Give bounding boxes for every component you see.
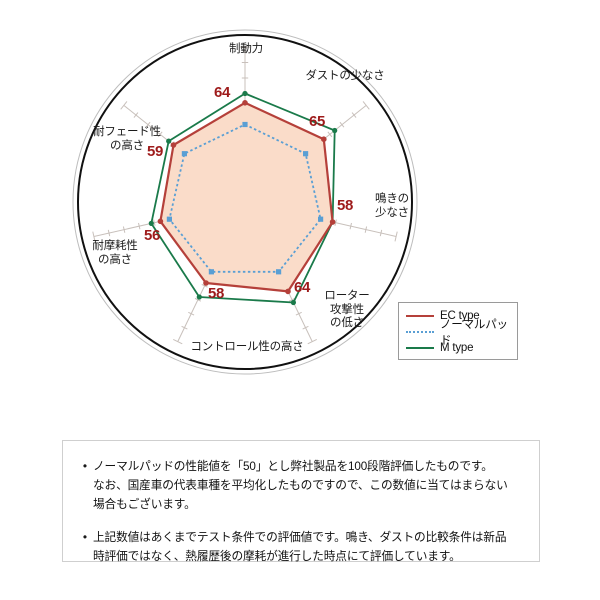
axis-label-fade-resistance: 耐フェード性 の高さ xyxy=(93,126,161,152)
axis-label-low-dust: ダストの少なさ xyxy=(305,70,385,82)
value-label-low-rotor-attack: 64 xyxy=(294,279,311,296)
note-item: • ノーマルパッドの性能値を「50」とし弊社製品を100段階評価したものです。 … xyxy=(77,457,525,514)
radar-chart-svg xyxy=(72,29,418,375)
axis-label-low-rotor-attack: ローター 攻撃性 の低さ xyxy=(324,290,370,329)
axis-label-controllability: コントロール性の高さ xyxy=(190,341,304,353)
note-text: ノーマルパッドの性能値を「50」とし弊社製品を100段階評価したものです。 なお… xyxy=(93,460,508,511)
notes-box: • ノーマルパッドの性能値を「50」とし弊社製品を100段階評価したものです。 … xyxy=(62,440,540,563)
legend-item-ec-type: EC type xyxy=(406,308,511,324)
legend-label-normal-pad: ノーマルパッド xyxy=(440,319,508,347)
legend-swatch-m-type xyxy=(406,343,434,353)
legend-item-m-type: M type xyxy=(406,340,511,356)
note-bullet-icon: • xyxy=(82,530,88,544)
note-bullet-icon: • xyxy=(82,459,88,473)
legend-swatch-ec-type xyxy=(406,311,434,321)
value-label-low-dust: 65 xyxy=(309,113,326,130)
value-label-low-noise: 58 xyxy=(337,197,354,214)
legend-item-normal-pad: ノーマルパッド xyxy=(406,319,511,347)
axis-label-low-noise: 鳴きの 少なさ xyxy=(375,193,409,219)
legend-label-m-type: M type xyxy=(440,342,474,354)
value-label-fade-resistance: 59 xyxy=(147,143,164,160)
axis-label-braking: 制動力 xyxy=(229,43,263,55)
value-label-wear-resistance: 56 xyxy=(144,227,161,244)
legend-swatch-normal-pad xyxy=(406,327,434,337)
value-label-braking: 64 xyxy=(214,84,231,101)
chart-legend: EC type ノーマルパッド M type xyxy=(398,302,518,360)
note-text: 上記数値はあくまでテスト条件での評価値です。鳴き、ダストの比較条件は新品 時評価… xyxy=(93,531,507,563)
legend-label-ec-type: EC type xyxy=(440,310,480,322)
radar-chart: 制動力 ダストの少なさ 鳴きの 少なさ ローター 攻撃性 の低さ コントロール性… xyxy=(72,29,418,375)
value-label-controllability: 58 xyxy=(208,285,225,302)
axis-label-wear-resistance: 耐摩耗性 の高さ xyxy=(92,240,138,266)
note-item: • 上記数値はあくまでテスト条件での評価値です。鳴き、ダストの比較条件は新品 時… xyxy=(77,528,525,566)
